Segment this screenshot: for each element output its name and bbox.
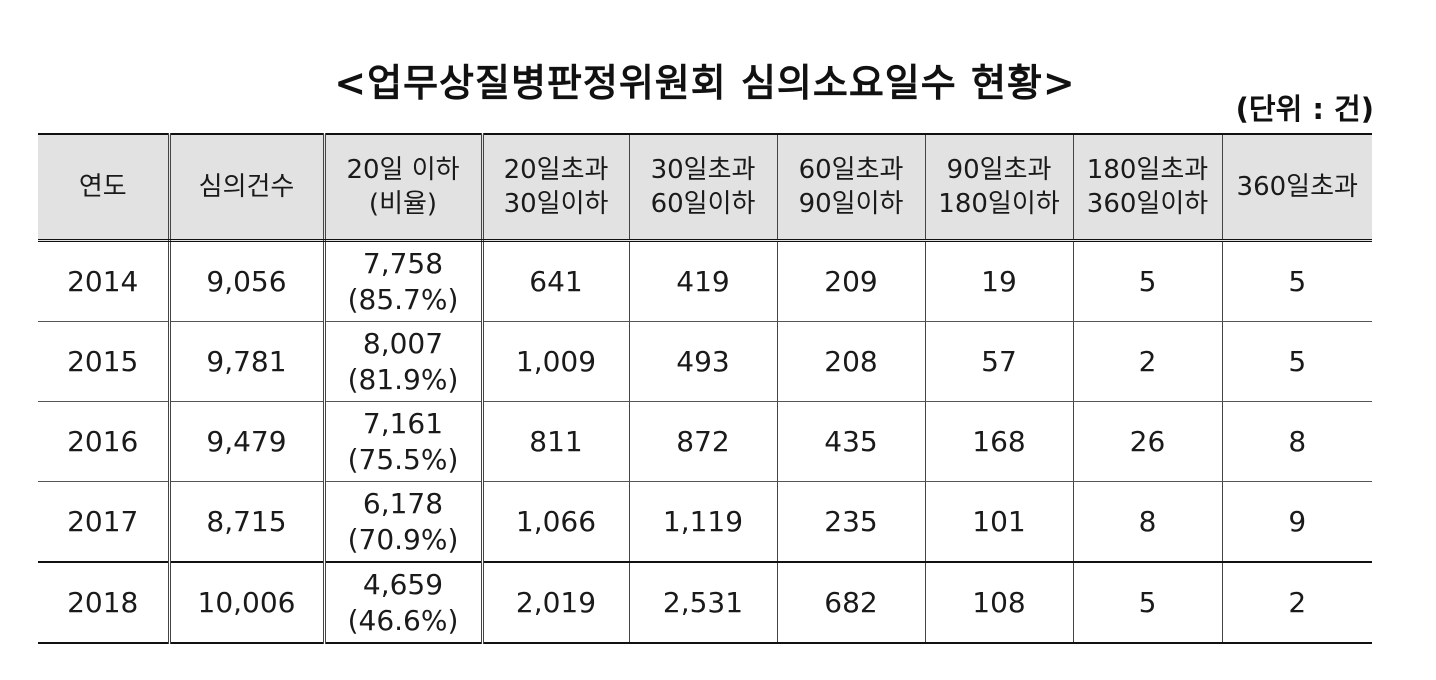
under20-count: 6,178 (362, 486, 444, 520)
total-cases-cell: 9,479 (168, 401, 326, 482)
under20-ratio: (70.9%) (347, 522, 459, 556)
under20-count: 7,758 (362, 246, 444, 280)
total-cases-cell: 10,006 (168, 562, 326, 644)
days-60-90-cell: 235 (776, 481, 926, 563)
days-20-30-cell: 811 (481, 401, 630, 482)
column-header: 20일 이하 (비율) (323, 133, 484, 242)
days-20-30-cell: 2,019 (481, 562, 630, 644)
column-header-line1: 360일초과 (1236, 172, 1358, 202)
column-header: 90일초과 180일이하 (924, 133, 1074, 242)
column-header-line1: 20일초과 (503, 155, 609, 185)
column-header-line2: 30일이하 (503, 189, 609, 219)
table-row: 2014 9,056 7,758 (85.7%) 641 419 209 19 … (38, 240, 1372, 322)
under20-ratio: (75.5%) (347, 442, 459, 476)
column-header: 연도 (38, 133, 171, 242)
column-header: 60일초과 90일이하 (776, 133, 926, 242)
header-row: 연도 심의건수 20일 이하 (비율) 20일초과 30일이하 30일초과 60… (38, 133, 1372, 242)
column-header: 180일초과 360일이하 (1072, 133, 1223, 242)
under20-cell: 8,007 (81.9%) (323, 321, 484, 402)
days-20-30-cell: 641 (481, 240, 630, 322)
under20-count: 8,007 (362, 326, 444, 360)
under20-ratio: (46.6%) (347, 603, 459, 637)
total-cases-cell: 9,056 (168, 240, 326, 322)
column-header-line2: 180일이하 (938, 189, 1060, 219)
days-30-60-cell: 1,119 (628, 481, 778, 563)
days-60-90-cell: 435 (776, 401, 926, 482)
days-180-360-cell: 8 (1072, 481, 1223, 563)
year-cell: 2017 (38, 481, 171, 563)
under20-count: 4,659 (362, 567, 444, 601)
column-header: 20일초과 30일이하 (481, 133, 630, 242)
total-cases-cell: 9,781 (168, 321, 326, 402)
year-cell: 2015 (38, 321, 171, 402)
days-20-30-cell: 1,066 (481, 481, 630, 563)
table-row: 2018 10,006 4,659 (46.6%) 2,019 2,531 68… (38, 562, 1372, 644)
column-header-line2: (비율) (368, 189, 438, 219)
column-header: 360일초과 (1221, 133, 1372, 242)
total-cases-cell: 8,715 (168, 481, 326, 563)
days-90-180-cell: 108 (924, 562, 1074, 644)
deliberation-days-table: 연도 심의건수 20일 이하 (비율) 20일초과 30일이하 30일초과 60… (38, 133, 1372, 644)
days-90-180-cell: 57 (924, 321, 1074, 402)
under20-cell: 4,659 (46.6%) (323, 562, 484, 644)
days-over-360-cell: 8 (1221, 401, 1372, 482)
column-header-line1: 연도 (78, 172, 127, 202)
column-header-line1: 90일초과 (946, 155, 1052, 185)
days-180-360-cell: 5 (1072, 562, 1223, 644)
table-title: <업무상질병판정위원회 심의소요일수 현황> (334, 61, 1076, 105)
column-header-line2: 90일이하 (798, 189, 904, 219)
days-180-360-cell: 5 (1072, 240, 1223, 322)
column-header-line1: 60일초과 (798, 155, 904, 185)
days-90-180-cell: 101 (924, 481, 1074, 563)
unit-label: (단위 : 건) (1235, 92, 1374, 126)
under20-cell: 6,178 (70.9%) (323, 481, 484, 563)
days-30-60-cell: 493 (628, 321, 778, 402)
column-header-line1: 심의건수 (198, 172, 295, 202)
column-header: 심의건수 (168, 133, 326, 242)
days-30-60-cell: 872 (628, 401, 778, 482)
under20-ratio: (81.9%) (347, 362, 459, 396)
days-90-180-cell: 19 (924, 240, 1074, 322)
year-cell: 2016 (38, 401, 171, 482)
days-30-60-cell: 2,531 (628, 562, 778, 644)
table-row: 2017 8,715 6,178 (70.9%) 1,066 1,119 235… (38, 481, 1372, 563)
under20-cell: 7,161 (75.5%) (323, 401, 484, 482)
column-header: 30일초과 60일이하 (628, 133, 778, 242)
days-20-30-cell: 1,009 (481, 321, 630, 402)
table-row: 2016 9,479 7,161 (75.5%) 811 872 435 168… (38, 401, 1372, 482)
under20-count: 7,161 (362, 406, 444, 440)
days-over-360-cell: 9 (1221, 481, 1372, 563)
column-header-line2: 60일이하 (650, 189, 756, 219)
days-over-360-cell: 5 (1221, 240, 1372, 322)
column-header-line2: 360일이하 (1086, 189, 1209, 219)
days-60-90-cell: 209 (776, 240, 926, 322)
column-header-line1: 30일초과 (650, 155, 756, 185)
year-cell: 2014 (38, 240, 171, 322)
days-90-180-cell: 168 (924, 401, 1074, 482)
days-180-360-cell: 26 (1072, 401, 1223, 482)
table-row: 2015 9,781 8,007 (81.9%) 1,009 493 208 5… (38, 321, 1372, 402)
days-180-360-cell: 2 (1072, 321, 1223, 402)
year-cell: 2018 (38, 562, 171, 644)
days-over-360-cell: 5 (1221, 321, 1372, 402)
under20-cell: 7,758 (85.7%) (323, 240, 484, 322)
under20-ratio: (85.7%) (347, 282, 459, 316)
days-over-360-cell: 2 (1221, 562, 1372, 644)
column-header-line1: 20일 이하 (346, 155, 460, 185)
column-header-line1: 180일초과 (1086, 155, 1209, 185)
days-60-90-cell: 208 (776, 321, 926, 402)
days-60-90-cell: 682 (776, 562, 926, 644)
days-30-60-cell: 419 (628, 240, 778, 322)
